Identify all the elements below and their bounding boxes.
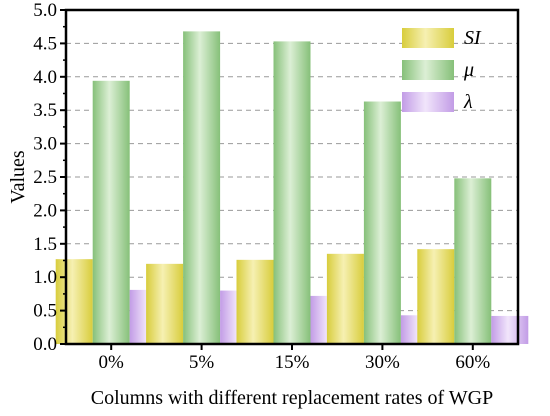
legend-label: SI [464,27,482,49]
bar-si-0 [55,259,93,344]
bar-mu-1 [183,31,221,344]
y-tick-label: 3.5 [33,100,57,121]
legend-swatch [402,28,454,48]
x-tick-label: 60% [455,352,490,373]
x-tick-label: 30% [365,352,400,373]
legend-swatch [402,92,454,112]
bar-si-3 [326,253,364,344]
y-tick-label: 0.5 [33,301,57,322]
bar-lambda-4 [491,315,529,344]
bar-mu-0 [92,80,130,345]
bar-mu-2 [273,41,311,345]
y-tick-label: 4.0 [33,67,57,88]
bar-si-2 [236,259,274,344]
legend-swatch [402,60,454,80]
y-tick-label: 2.5 [33,167,57,188]
y-tick-label: 5.0 [33,0,57,21]
legend-label: μ [463,59,474,81]
y-tick-label: 4.5 [33,33,57,54]
legend-label: λ [463,91,473,113]
x-tick-label: 15% [275,352,310,373]
x-axis-label: Columns with different replacement rates… [91,387,494,409]
y-tick-label: 3.0 [33,134,57,155]
y-tick-label: 0.0 [33,334,57,355]
y-tick-label: 2.0 [33,200,57,221]
x-tick-label: 5% [189,352,215,373]
bars [55,31,529,345]
y-tick-label: 1.5 [33,234,57,255]
y-axis-label: Values [7,150,29,204]
y-tick-label: 1.0 [33,267,57,288]
axis-ticks: 0.0 0.5 1.0 1.5 2.0 2.5 3.0 3.5 4.0 4.5 5.0 0% 5% 15%… [33,0,490,373]
bar-si-4 [417,249,455,344]
bar-mu-4 [454,178,492,344]
x-tick-label: 0% [99,352,125,373]
bar-si-1 [146,263,184,344]
legend: SI μλ [402,27,482,113]
bar-mu-3 [363,101,401,345]
